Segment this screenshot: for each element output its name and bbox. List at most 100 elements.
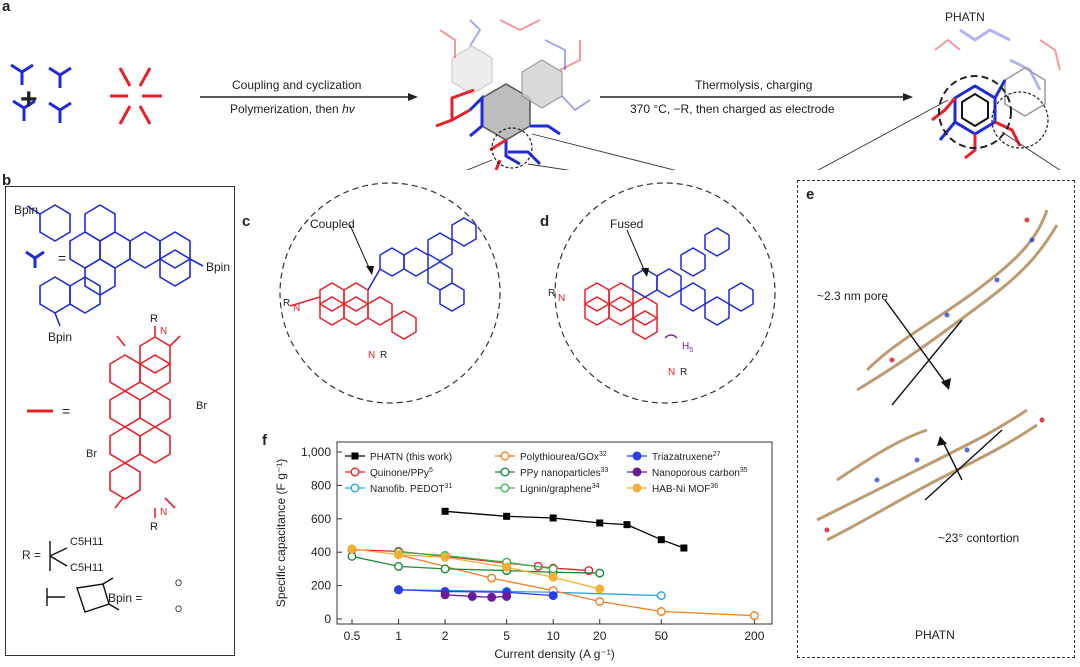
step2-conditions-bottom: 370 °C, −R, then charged as electrode (630, 102, 835, 116)
data-point (548, 564, 558, 574)
bpin-label-2: Bpin (206, 260, 231, 274)
legend-label: Polythiourea/GOx32 (520, 451, 607, 463)
series-line (398, 589, 554, 597)
data-point (596, 519, 604, 527)
coupled-framework-sketch (435, 19, 591, 170)
y-tick-label: 600 (311, 512, 331, 526)
plus-sign: + (20, 83, 38, 116)
step1-light: hv (342, 102, 355, 116)
series-line (398, 589, 662, 597)
data-point (487, 573, 497, 583)
panel-e-model (816, 209, 1059, 542)
panel-letter-f: f (262, 432, 267, 449)
step1-conditions-bottom: Polymerization, then hv (230, 102, 355, 116)
step1-conditions-top: Coupling and cyclization (232, 78, 362, 92)
c5h11-bottom: C5H11 (70, 562, 104, 574)
x-tick-label: 5 (503, 629, 510, 643)
panel-letter-c: c (242, 213, 251, 230)
y-axis-label: Specific capacitance (F g⁻¹) (274, 459, 288, 607)
legend-label: Quinone/PPy5 (370, 467, 433, 479)
h-subscript: 5 (689, 347, 694, 354)
br-label-1: Br (196, 400, 207, 412)
panel-letter-d: d (540, 213, 550, 230)
y-tick-label: 1,000 (301, 445, 331, 459)
panel-d-h5: H5 (682, 341, 693, 354)
plot-frame (336, 441, 773, 625)
x-tick-label: 2 (442, 629, 449, 643)
panel-c-n-left: N (293, 303, 301, 314)
equals-2: = (62, 403, 71, 419)
legend-marker (500, 467, 510, 477)
panel-c-r-left: R (283, 298, 291, 309)
panel-letter-b: b (2, 172, 12, 189)
panel-b-box (5, 186, 235, 656)
panel-d-zoom (554, 182, 776, 404)
x-tick-label: 1 (395, 629, 402, 643)
step2-conditions-top: Thermolysis, charging (695, 78, 813, 92)
data-point (467, 591, 477, 601)
bpin-definition: Bpin = (108, 591, 143, 605)
blue-tripod-monomers (10, 63, 72, 123)
o-atom-2: O (175, 604, 183, 614)
data-point (394, 550, 404, 560)
legend-marker (350, 483, 360, 493)
panel-letter-e: e (806, 186, 815, 203)
series-line (445, 594, 507, 598)
data-point (749, 611, 759, 621)
y-tick-label: 200 (311, 579, 331, 593)
legend-marker (350, 467, 360, 477)
x-tick-label: 10 (547, 629, 561, 643)
data-point (487, 592, 497, 602)
bpin-label-1: Bpin (14, 203, 39, 217)
panel-c-zoom (279, 182, 501, 404)
br-label-2: Br (86, 448, 97, 460)
data-point (347, 551, 357, 561)
x-tick-label: 0.5 (344, 629, 361, 643)
legend-label: PPy nanoparticles33 (520, 467, 609, 479)
panel-e-box (797, 180, 1075, 658)
data-point (595, 584, 605, 594)
data-point (549, 514, 557, 522)
y-tick-label: 400 (311, 545, 331, 559)
series-line (398, 551, 554, 570)
bpin-label-3: Bpin (48, 330, 73, 344)
r-label-2: R (150, 521, 158, 533)
data-point (548, 572, 558, 582)
x-axis-label: Current density (A g⁻¹) (494, 647, 614, 661)
panel-d-r-right: R (680, 367, 688, 378)
r-label-1: R (150, 313, 158, 325)
legend-marker (500, 451, 510, 461)
legend-label: PHATN (this work) (370, 452, 452, 463)
data-point (440, 590, 450, 600)
legend-marker (632, 483, 642, 493)
n-label-2: N (160, 507, 168, 518)
legend-marker (632, 467, 642, 477)
data-point (441, 507, 449, 515)
panel-b-structures (25, 204, 204, 613)
panel-letter-a: a (2, 0, 11, 15)
panel-e-name: PHATN (915, 628, 955, 642)
x-tick-label: 50 (655, 629, 669, 643)
series-line (445, 510, 685, 549)
y-tick-label: 0 (324, 612, 331, 626)
capacitance-chart: 0 200 400 600 800 1,000 0.5 1 2 5 10 20 50 200 PHATN … (274, 441, 773, 661)
data-point (502, 562, 512, 572)
legend-label: Nanofib. PEDOT31 (370, 483, 452, 495)
legend-label: Lignin/graphene34 (520, 483, 600, 495)
pore-label: ~2.3 nm pore (817, 289, 889, 303)
product-label: PHATN (945, 10, 985, 24)
data-point (347, 544, 357, 554)
coupled-label: Coupled (310, 217, 355, 231)
equals-1: = (58, 250, 67, 266)
fused-label: Fused (610, 217, 644, 231)
x-tick-label: 200 (744, 629, 764, 643)
data-point (440, 564, 450, 574)
legend-marker (500, 483, 510, 493)
r-definition: R = (22, 548, 42, 562)
series-line (351, 555, 600, 574)
reaction-scheme (10, 19, 1061, 170)
data-point (595, 568, 605, 578)
red-linker-monomers (110, 67, 162, 125)
data-point (657, 536, 665, 544)
phatn-framework-sketch (931, 28, 1061, 160)
